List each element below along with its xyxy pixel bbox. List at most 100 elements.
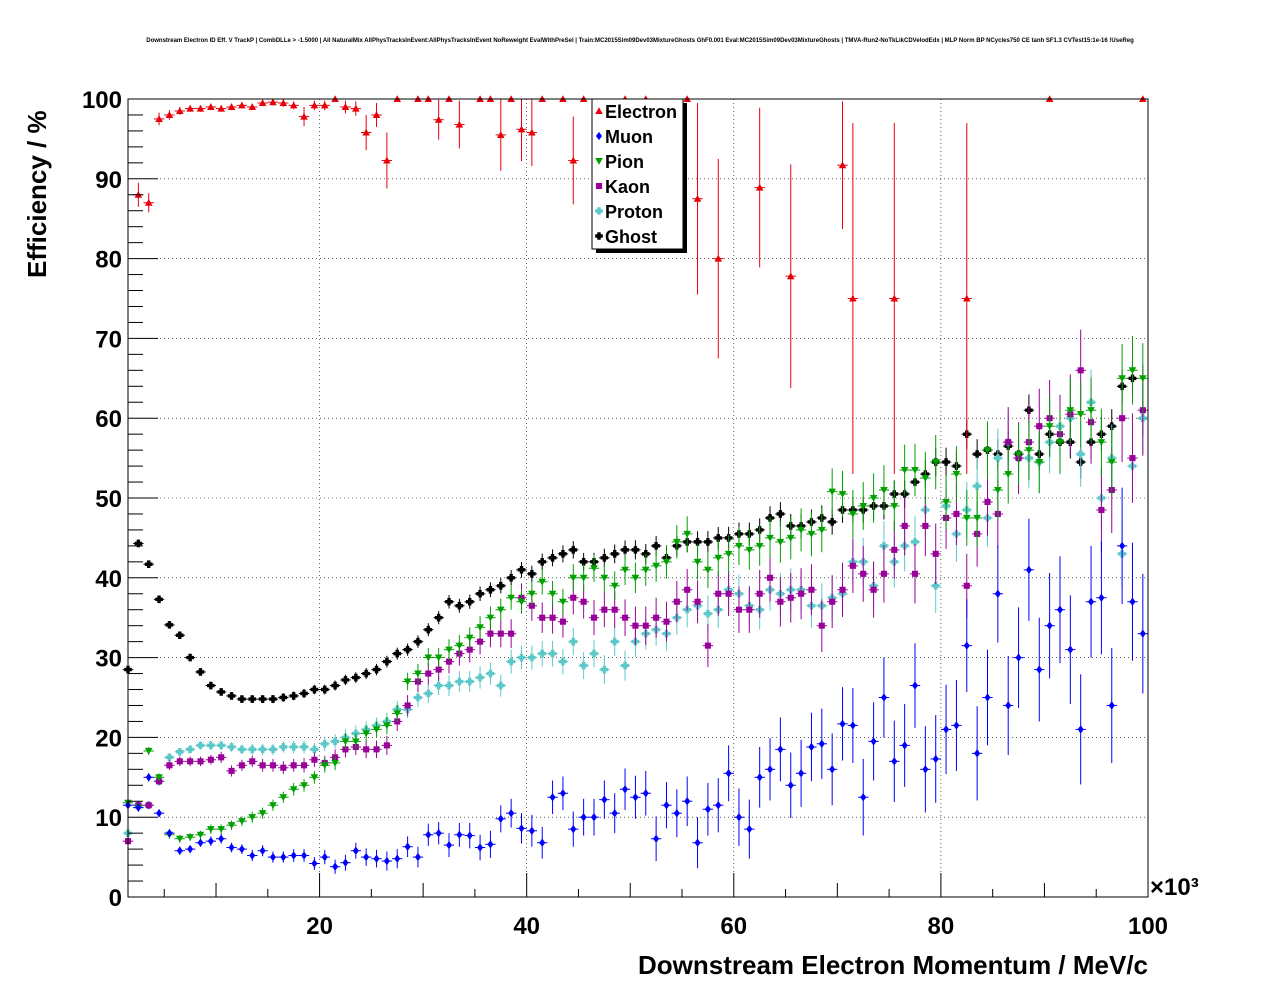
data-point-ghost <box>238 695 246 703</box>
data-point-muon <box>197 838 204 847</box>
data-point-kaon <box>735 606 743 613</box>
legend-label-muon: Muon <box>605 127 653 147</box>
data-point-electron <box>755 183 764 191</box>
data-point-proton <box>994 454 1002 462</box>
data-point-pion <box>610 582 619 590</box>
data-point-muon <box>559 789 566 798</box>
data-point-kaon <box>611 606 618 613</box>
data-point-ghost <box>714 534 723 542</box>
data-point-ghost <box>828 518 836 526</box>
data-point-pion <box>320 762 329 770</box>
data-point-ghost <box>445 597 453 606</box>
data-point-ghost <box>496 581 505 590</box>
data-point-pion <box>673 538 681 546</box>
data-point-kaon <box>880 570 887 577</box>
data-point-electron <box>186 104 194 112</box>
data-point-ghost <box>352 673 360 682</box>
data-point-muon <box>829 765 836 774</box>
data-point-kaon <box>746 606 753 613</box>
data-point-muon <box>332 862 339 871</box>
data-point-pion <box>838 490 847 498</box>
data-point-proton <box>434 681 443 690</box>
data-point-proton <box>548 649 557 658</box>
data-point-pion <box>383 722 391 730</box>
y-tick-label: 0 <box>109 885 122 912</box>
data-point-kaon <box>839 586 846 593</box>
data-point-muon <box>342 858 349 867</box>
data-point-pion <box>714 554 723 562</box>
data-point-muon <box>735 813 743 822</box>
series-pion <box>122 336 1148 843</box>
data-point-muon <box>715 801 722 810</box>
data-point-electron <box>849 294 857 302</box>
data-point-muon <box>1067 645 1074 654</box>
data-point-muon <box>849 721 856 730</box>
data-point-muon <box>218 834 225 843</box>
data-point-pion <box>1035 459 1044 466</box>
data-point-pion <box>1014 451 1023 458</box>
y-tick-label: 30 <box>95 646 122 673</box>
data-point-pion <box>890 502 899 510</box>
data-point-muon <box>974 749 981 758</box>
data-point-pion <box>735 542 743 550</box>
data-point-ghost <box>134 539 143 548</box>
x-axis-multiplier: ×10³ <box>1150 874 1199 901</box>
data-point-proton <box>207 741 215 750</box>
data-point-muon <box>290 851 297 860</box>
data-point-muon <box>611 809 618 818</box>
legend-marker-electron <box>595 107 603 115</box>
data-point-ghost <box>279 693 288 702</box>
data-point-proton <box>175 747 184 756</box>
data-point-muon <box>466 831 473 840</box>
data-point-pion <box>1076 411 1085 419</box>
data-point-muon <box>766 765 774 774</box>
data-point-pion <box>476 624 484 632</box>
data-point-ghost <box>517 566 526 574</box>
data-point-pion <box>155 774 163 782</box>
data-point-pion <box>818 526 826 534</box>
data-point-kaon <box>984 498 991 506</box>
data-point-proton <box>217 741 225 750</box>
data-point-proton <box>289 743 298 751</box>
data-point-ghost <box>207 681 215 690</box>
data-point-proton <box>931 581 940 590</box>
data-point-electron <box>258 99 267 107</box>
data-point-kaon <box>590 614 598 621</box>
data-point-electron <box>207 103 215 111</box>
data-point-kaon <box>715 590 722 597</box>
data-point-kaon <box>891 546 898 553</box>
data-point-pion <box>331 759 339 767</box>
data-point-kaon <box>953 510 960 517</box>
data-point-muon <box>787 781 794 790</box>
data-point-muon <box>352 846 359 855</box>
data-point-pion <box>486 614 495 622</box>
data-point-ghost <box>289 692 298 700</box>
data-point-kaon <box>580 598 587 605</box>
data-point-ghost <box>144 560 153 569</box>
data-point-muon <box>539 838 546 847</box>
data-point-kaon <box>829 598 836 605</box>
data-point-muon <box>891 757 898 766</box>
data-point-pion <box>424 654 433 662</box>
data-point-kaon <box>777 598 784 605</box>
data-point-pion <box>745 546 754 554</box>
data-point-muon <box>860 793 867 802</box>
data-point-ghost <box>507 574 515 582</box>
legend-marker-kaon <box>595 182 603 190</box>
data-point-ghost <box>227 692 236 700</box>
data-point-ghost <box>186 653 194 662</box>
data-point-pion <box>869 494 878 502</box>
data-point-pion <box>289 786 298 794</box>
data-point-ghost <box>465 597 474 606</box>
data-point-muon <box>632 793 639 802</box>
y-tick-label: 20 <box>95 725 122 752</box>
data-point-pion <box>559 598 567 606</box>
data-point-pion <box>1128 367 1137 375</box>
data-point-pion <box>207 826 215 833</box>
data-point-kaon <box>445 658 453 665</box>
data-point-kaon <box>808 586 815 593</box>
data-point-proton <box>507 657 515 666</box>
data-point-muon <box>953 721 960 730</box>
data-point-ghost <box>248 695 257 703</box>
data-point-kaon <box>725 590 732 597</box>
